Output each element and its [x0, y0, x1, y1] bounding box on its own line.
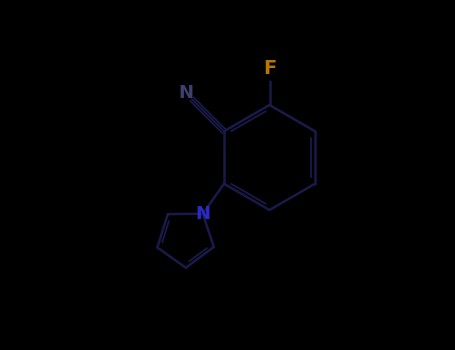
Text: F: F	[263, 59, 276, 78]
Text: N: N	[195, 205, 210, 223]
Text: N: N	[178, 84, 193, 102]
